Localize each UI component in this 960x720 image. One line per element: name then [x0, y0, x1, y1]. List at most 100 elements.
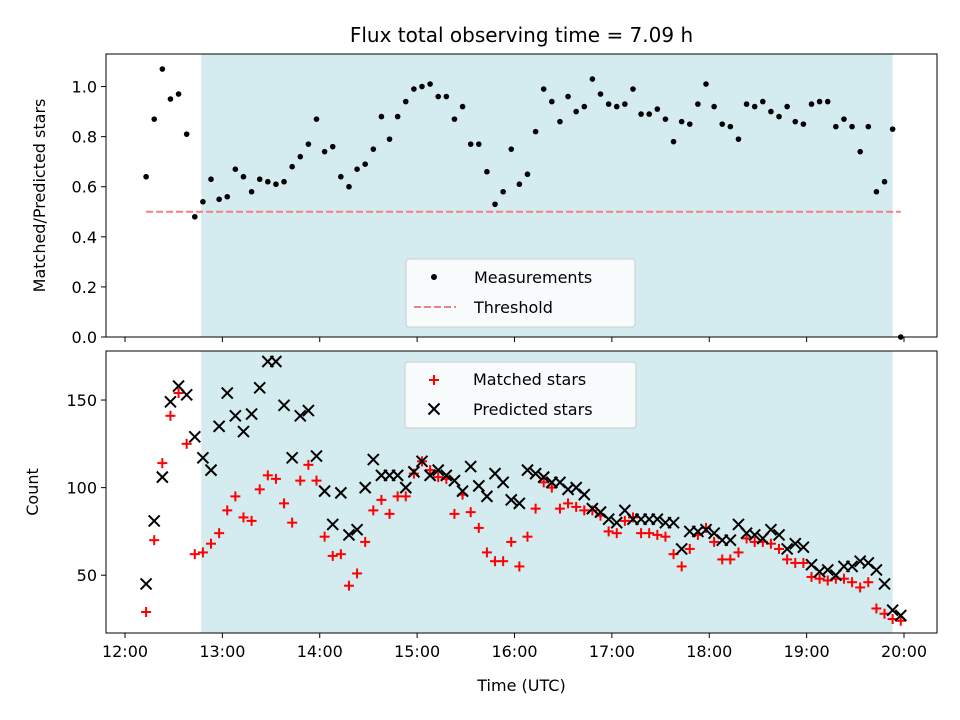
matched-star-point: [465, 507, 476, 518]
chart-title: Flux total observing time = 7.09 h: [350, 23, 693, 47]
matched-star-point: [522, 531, 533, 542]
measurement-point: [678, 118, 685, 125]
y-tick-label: 1.0: [72, 78, 97, 97]
measurement-point: [338, 173, 344, 180]
predicted-star-point: [326, 518, 339, 531]
predicted-star-point: [610, 516, 623, 529]
measurement-point: [305, 141, 312, 147]
measurement-point: [402, 98, 409, 105]
y-tick-label: 0.0: [72, 328, 97, 347]
predicted-star-point: [724, 533, 737, 547]
measurement-point: [630, 86, 636, 92]
predicted-star-point: [667, 516, 680, 529]
measurement-point: [589, 76, 596, 82]
measurement-point: [411, 86, 417, 92]
matched-star-point: [619, 515, 630, 526]
measurement-point: [784, 103, 790, 110]
measurement-point: [760, 98, 766, 105]
measurement-point: [370, 146, 377, 152]
matched-star-point: [149, 535, 160, 546]
measurement-point: [719, 121, 726, 127]
predicted-star-point: [789, 537, 802, 550]
matched-star-point: [847, 577, 858, 588]
matched-star-point: [514, 561, 525, 572]
measurement-point: [524, 171, 531, 178]
matched-star-point: [327, 550, 338, 561]
x-axis-label: Time (UTC): [476, 676, 565, 695]
measurement-point: [824, 98, 831, 105]
predicted-star-point: [188, 430, 201, 444]
predicted-star-point: [675, 542, 688, 556]
predicted-star-point: [294, 409, 307, 423]
measurement-point: [329, 143, 336, 150]
measurement-point: [540, 86, 547, 92]
measurement-point: [549, 98, 555, 105]
x-tick-label: 12:00: [102, 642, 148, 661]
predicted-star-point: [772, 528, 786, 542]
matched-star-point: [425, 465, 436, 476]
predicted-star-point: [229, 409, 242, 423]
measurement-point: [889, 126, 896, 132]
predicted-star-point: [180, 388, 193, 401]
matched-star-point: [587, 505, 598, 516]
predicted-star-point: [602, 512, 615, 526]
predicted-star-point: [496, 476, 510, 489]
matched-star-point: [173, 388, 184, 399]
predicted-star-point: [221, 386, 234, 400]
measurement-point: [443, 93, 450, 100]
matched-star-point: [222, 505, 233, 516]
top-x-ticks: [124, 337, 905, 342]
top-y-ticks: 0.0 0.2 0.4 0.6 0.8 1.0: [72, 78, 106, 347]
matched-star-point: [782, 554, 793, 565]
matched-star-point: [368, 505, 379, 516]
x-tick-label: 15:00: [394, 642, 440, 661]
predicted-star-point: [350, 523, 364, 536]
predicted-star-point: [148, 514, 161, 528]
predicted-star-point: [513, 497, 526, 510]
matched-star-point: [311, 475, 322, 486]
legend-marker-predicted: [427, 402, 441, 416]
matched-star-point: [684, 543, 695, 554]
measurement-point: [216, 196, 222, 203]
matched-star-point: [871, 603, 882, 614]
measurement-point: [435, 93, 442, 100]
matched-star-point: [197, 547, 208, 558]
measurement-point: [881, 178, 888, 185]
measurement-point: [313, 116, 320, 122]
bottom-axes-frame: [105, 350, 938, 634]
measurement-point: [605, 101, 612, 107]
measurement-point: [232, 166, 239, 173]
measurement-point: [751, 103, 758, 110]
predicted-star-point: [797, 540, 810, 554]
x-tick-label: 16:00: [491, 642, 537, 661]
measurement-point: [167, 96, 174, 102]
measurement-point: [151, 116, 158, 122]
matched-star-point: [506, 536, 517, 547]
matched-star-point: [270, 473, 281, 484]
predicted-star-point: [245, 407, 258, 421]
matched-star-point: [303, 459, 314, 470]
predicted-star-point: [407, 465, 421, 479]
matched-star-point: [652, 529, 663, 540]
matched-star-point: [376, 494, 387, 505]
measurement-point: [613, 103, 620, 110]
legend-marker-matched: [429, 375, 439, 385]
y-tick-label: 150: [66, 391, 97, 410]
bottom-y-ticks: 50 100 150: [66, 391, 106, 585]
measurement-point: [662, 116, 669, 122]
measurement-point: [792, 118, 799, 125]
predicted-star-point: [302, 404, 315, 417]
measurement-point: [622, 101, 628, 107]
predicted-star-point: [237, 425, 250, 438]
matched-star-point: [408, 468, 419, 479]
predicted-star-point: [415, 455, 429, 468]
x-tick-label: 13:00: [199, 642, 245, 661]
matched-star-point: [287, 517, 298, 528]
measurement-point: [208, 176, 214, 183]
x-tick-label: 18:00: [686, 642, 732, 661]
measurement-point: [597, 91, 604, 97]
measurement-point: [516, 181, 523, 188]
predicted-star-point: [651, 512, 664, 526]
predicted-star-point: [764, 523, 778, 536]
predicted-star-point: [212, 420, 226, 433]
